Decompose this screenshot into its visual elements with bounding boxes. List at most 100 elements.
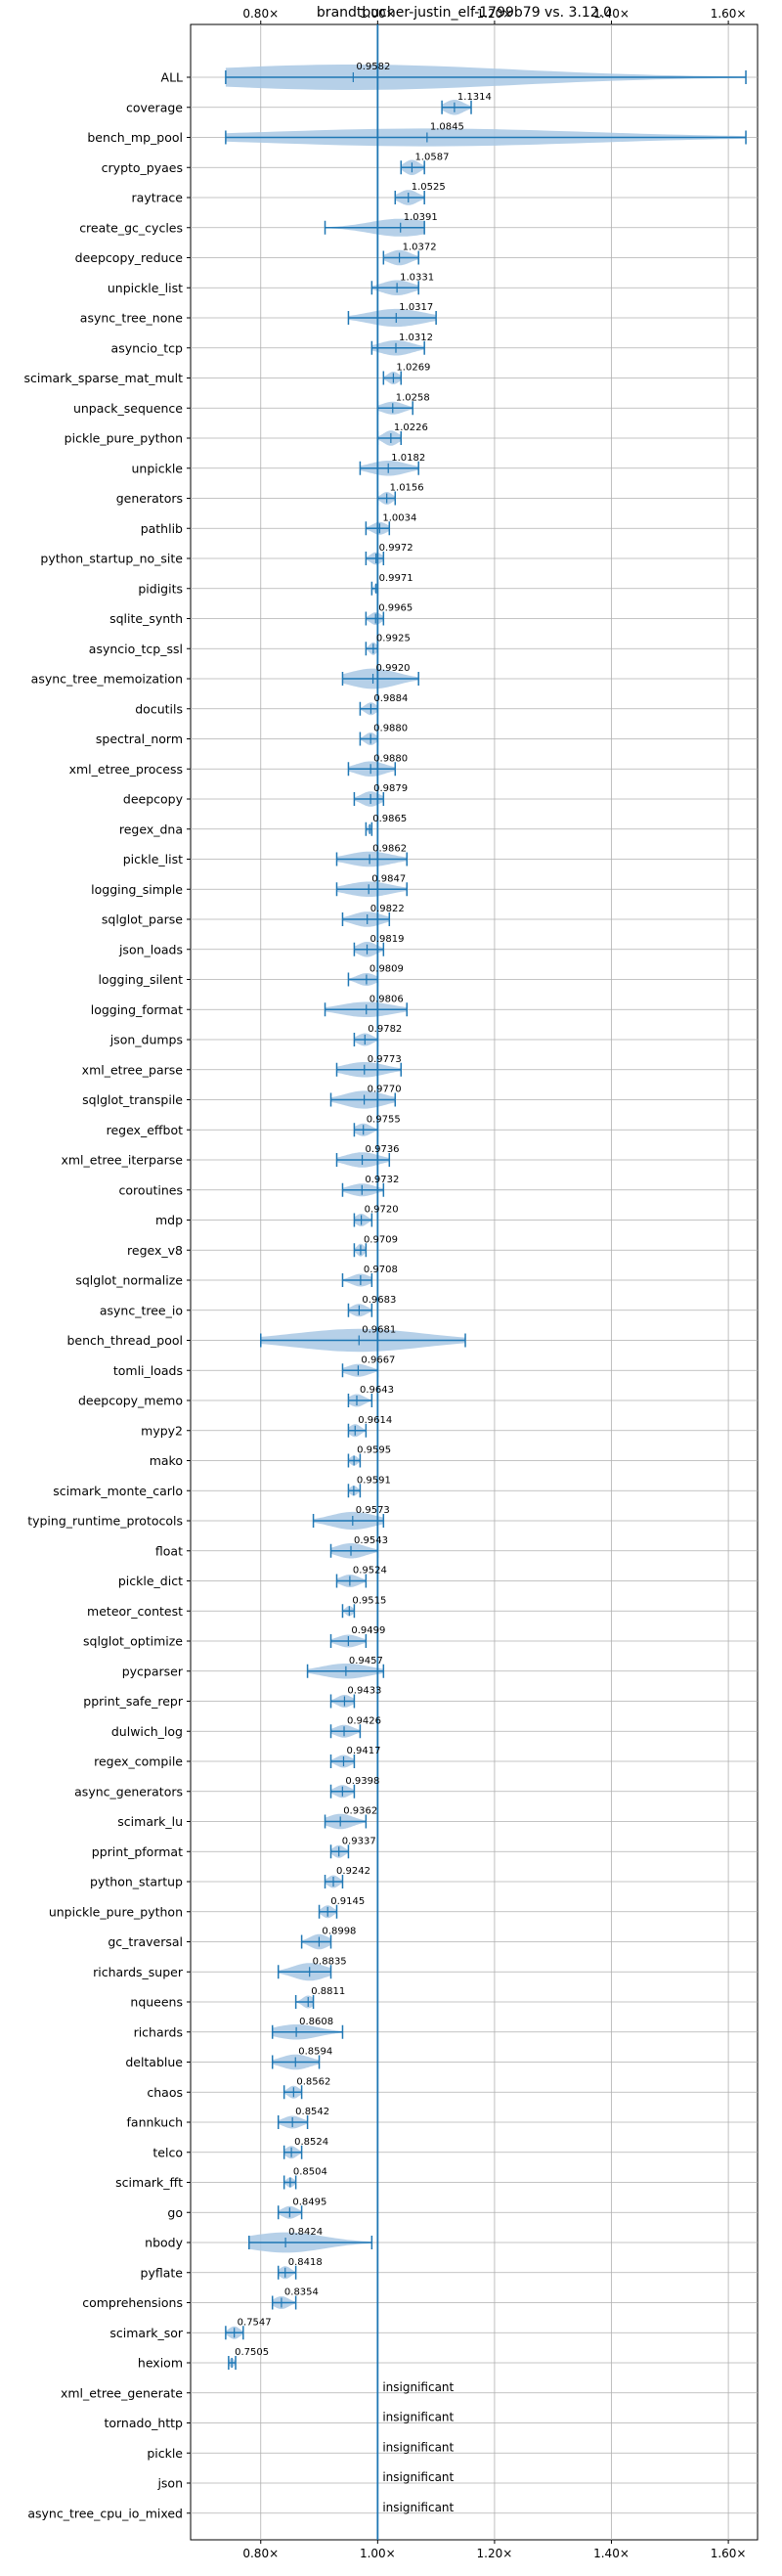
value-label: 0.8811 — [311, 1986, 345, 1997]
benchmark-label: deepcopy_memo — [78, 1394, 183, 1408]
value-label: 0.9614 — [358, 1415, 392, 1426]
value-label: 0.9770 — [368, 1085, 402, 1095]
value-label: 0.9806 — [369, 994, 404, 1004]
value-label: 0.9773 — [368, 1054, 402, 1065]
x-tick-label-bottom: 0.80× — [242, 2547, 279, 2560]
value-label: 0.9965 — [378, 603, 413, 614]
benchmark-label: deepcopy_reduce — [75, 250, 184, 265]
value-label: 1.0317 — [399, 302, 433, 313]
value-label: 1.0258 — [396, 392, 430, 403]
value-label: 0.9433 — [347, 1686, 381, 1697]
value-label: 0.8418 — [288, 2257, 323, 2268]
benchmark-label: coverage — [126, 100, 183, 114]
x-tick-label-top: 1.40× — [593, 7, 630, 21]
value-label: 1.0845 — [430, 122, 464, 133]
value-label: 0.9426 — [347, 1715, 381, 1726]
value-label: 1.0034 — [382, 512, 416, 523]
benchmark-label: float — [155, 1543, 183, 1558]
value-label: 0.9880 — [373, 724, 408, 734]
benchmark-label: bench_thread_pool — [66, 1333, 183, 1348]
benchmark-label: generators — [116, 491, 183, 506]
benchmark-label: bench_mp_pool — [87, 130, 183, 145]
value-label: 0.9809 — [369, 964, 404, 975]
benchmark-label: nqueens — [130, 1995, 183, 2010]
benchmark-label: pprint_safe_repr — [83, 1694, 184, 1709]
plot-area-frame — [190, 23, 759, 2541]
benchmark-label: python_startup — [90, 1875, 183, 1889]
benchmark-label: logging_silent — [98, 972, 183, 987]
benchmark-label: json — [156, 2476, 183, 2491]
value-label: 0.9667 — [361, 1355, 395, 1365]
benchmark-label: mdp — [155, 1213, 183, 1227]
benchmark-label: pyflate — [141, 2265, 184, 2280]
benchmark-label: python_startup_no_site — [40, 552, 183, 566]
benchmark-label: chaos — [147, 2085, 183, 2100]
value-label: 1.0269 — [396, 363, 430, 374]
chart-title: brandtbucher-justin_elf-1799b79 vs. 3.12… — [317, 5, 612, 21]
benchmark-label: unpickle_list — [108, 281, 183, 295]
value-label: 0.9819 — [370, 934, 405, 945]
value-label: 0.9732 — [365, 1175, 399, 1185]
benchmark-label: mypy2 — [141, 1423, 183, 1438]
benchmark-label: fannkuch — [127, 2115, 183, 2130]
value-label: 0.9972 — [379, 543, 413, 554]
benchmark-label: async_tree_memoization — [31, 672, 183, 687]
insignificant-label: insignificant — [382, 2501, 454, 2514]
value-label: 0.8562 — [296, 2076, 330, 2087]
value-label: 0.8504 — [293, 2167, 327, 2178]
x-tick-label-bottom: 1.40× — [593, 2547, 630, 2560]
benchmark-label: sqlite_synth — [109, 611, 183, 626]
value-label: 0.9362 — [343, 1806, 377, 1817]
benchmark-label: asyncio_tcp_ssl — [89, 642, 183, 656]
value-label: 0.9683 — [362, 1295, 396, 1306]
benchmark-label: async_tree_none — [80, 311, 184, 326]
benchmark-label: spectral_norm — [96, 732, 183, 746]
value-label: 1.0226 — [394, 422, 428, 433]
benchmark-label: asyncio_tcp — [111, 340, 184, 355]
benchmark-label: regex_dna — [119, 822, 183, 836]
value-label: 1.1314 — [457, 92, 492, 103]
benchmark-label: richards_super — [93, 1965, 184, 1979]
benchmark-label: scimark_monte_carlo — [53, 1484, 183, 1498]
benchmark-label: dulwich_log — [111, 1724, 183, 1739]
benchmark-label: crypto_pyaes — [102, 160, 183, 175]
value-label: 0.9884 — [373, 693, 408, 704]
benchmark-label: tomli_loads — [113, 1363, 183, 1378]
x-tick-label-top: 1.60× — [711, 7, 747, 21]
value-label: 0.9920 — [376, 663, 411, 674]
benchmark-label: pprint_pformat — [92, 1844, 183, 1859]
benchmark-label: xml_etree_iterparse — [61, 1153, 183, 1168]
value-label: 0.9880 — [373, 753, 408, 764]
benchmark-label: sqlglot_transpile — [82, 1092, 183, 1107]
value-label: 0.9417 — [346, 1746, 380, 1756]
benchmark-label: scimark_fft — [115, 2175, 183, 2190]
benchmark-label: scimark_lu — [117, 1814, 183, 1829]
value-label: 0.9643 — [360, 1385, 394, 1396]
benchmark-label: raytrace — [132, 191, 184, 205]
benchmark-label: deepcopy — [123, 792, 184, 807]
value-label: 0.9822 — [370, 904, 405, 914]
value-label: 0.9573 — [356, 1505, 390, 1516]
value-label: 0.9595 — [357, 1445, 391, 1456]
benchmark-label: go — [167, 2205, 183, 2220]
benchmark-label: ALL — [161, 70, 184, 85]
value-label: 0.9242 — [336, 1866, 370, 1877]
value-label: 0.9582 — [356, 62, 390, 72]
benchmark-label: json_loads — [118, 942, 183, 956]
benchmark-label: telco — [152, 2145, 183, 2159]
value-label: 0.8835 — [313, 1956, 347, 1967]
value-label: 1.0391 — [404, 212, 438, 223]
benchmark-label: logging_simple — [91, 882, 183, 897]
label-layer: 0.9582 1.1314 1.0845 1.0587 1.0525 1.0391 1.03… — [235, 62, 492, 2514]
insignificant-label: insignificant — [382, 2411, 454, 2424]
value-label: 0.9862 — [372, 844, 407, 855]
benchmark-label: mako — [150, 1453, 183, 1468]
benchmark-label: xml_etree_generate — [61, 2385, 183, 2400]
value-label: 0.8424 — [288, 2227, 323, 2238]
benchmark-label: pickle_dict — [118, 1574, 183, 1588]
value-label: 0.9543 — [354, 1535, 388, 1546]
benchmark-label: regex_effbot — [107, 1123, 183, 1137]
benchmark-label: async_tree_cpu_io_mixed — [27, 2506, 183, 2520]
